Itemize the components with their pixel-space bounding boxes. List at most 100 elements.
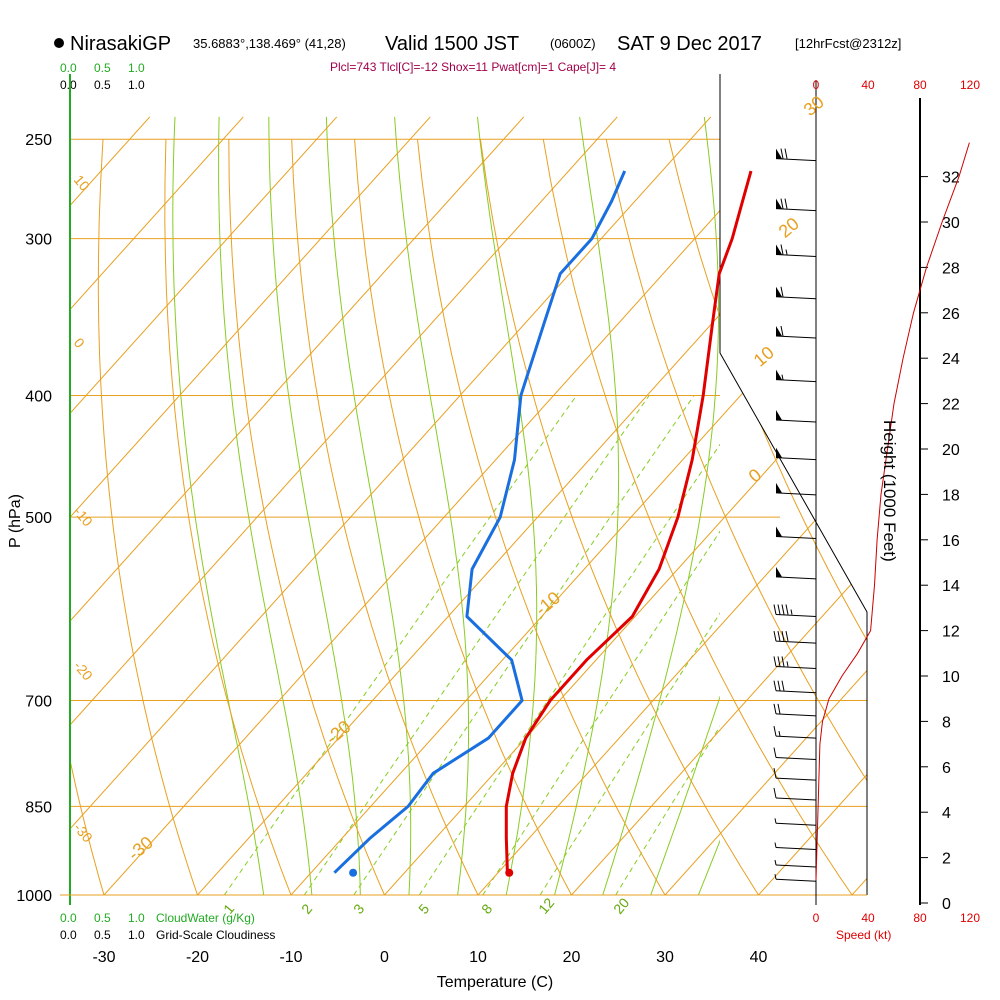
mixing-ratio-label: 20 [610, 895, 632, 917]
dry-adiabat-line [228, 139, 397, 895]
dry-adiabat-label: 0 [71, 335, 88, 351]
mixing-ratio-line [303, 395, 650, 895]
cloudwater-label: CloudWater (g/Kg) [156, 911, 255, 925]
dry-adiabat-label: -20 [71, 658, 96, 684]
mixing-ratio-line [539, 612, 720, 895]
isotherm-line [70, 116, 712, 895]
dry-adiabat-line [70, 139, 113, 895]
dry-adiabat-line [731, 139, 867, 895]
wind-barb [773, 604, 817, 617]
height-tick-label: 14 [942, 578, 960, 595]
wind-barb [775, 198, 817, 212]
mixing-ratio-label: 5 [415, 901, 432, 917]
svg-text:0.0: 0.0 [60, 61, 77, 75]
mixing-ratio-label: 12 [535, 895, 557, 917]
dry-adiabat-line [479, 139, 777, 895]
moist-adiabat-line [697, 839, 720, 895]
dry-adiabats [70, 139, 1000, 921]
forecast-info: [12hrFcst@2312z] [795, 36, 901, 51]
mixing-ratio-label: 3 [350, 901, 367, 917]
isotherm-line [70, 116, 618, 895]
moist-adiabat-line [172, 116, 265, 895]
svg-text:1.0: 1.0 [128, 61, 145, 75]
dry-adiabat-line [417, 139, 682, 895]
svg-text:0.5: 0.5 [94, 911, 111, 925]
height-tick-label: 0 [942, 896, 951, 913]
surface-temperature-marker [505, 868, 514, 877]
wind-barb [773, 768, 817, 781]
wind-barb [775, 410, 817, 423]
cloudwater-scale-bottom: 0.0 0.5 1.0 CloudWater (g/Kg) [60, 911, 255, 925]
speed-ticks-top: 0 40 80 120 [813, 78, 981, 92]
moist-adiabat-line [325, 116, 412, 895]
svg-text:40: 40 [861, 78, 875, 92]
cloudwater-scale-top: 0.0 0.5 1.0 [60, 61, 145, 75]
isotherm-line [266, 116, 867, 895]
svg-text:1.0: 1.0 [128, 78, 145, 92]
wind-barb [775, 526, 817, 539]
svg-text:0.5: 0.5 [94, 78, 111, 92]
isotherm-line [70, 116, 525, 895]
height-tick-label: 18 [942, 487, 960, 504]
temperature-tick-labels: -30 -20 -10 0 10 20 30 40 [92, 949, 767, 966]
height-tick-label: 16 [942, 533, 960, 550]
isotherm-label: 30 [800, 92, 828, 120]
pressure-tick-label: 850 [25, 799, 52, 816]
valid-date: SAT 9 Dec 2017 [617, 33, 762, 55]
pressure-tick-label: 250 [25, 132, 52, 149]
dry-adiabat-label: -10 [71, 504, 96, 530]
temperature-tick-label: 30 [656, 949, 674, 966]
height-tick-label: 24 [942, 351, 960, 368]
surface-dewpoint-marker [349, 868, 358, 877]
dry-adiabat-line [857, 139, 867, 895]
moist-adiabat-line [218, 116, 313, 895]
isotherm-label: 20 [775, 213, 803, 241]
wind-barb [773, 680, 817, 694]
isotherm-line [70, 116, 244, 895]
mixing-ratio-label: 2 [298, 901, 315, 917]
dry-adiabat-label: 10 [71, 172, 93, 194]
svg-text:0.5: 0.5 [94, 928, 111, 942]
wind-barb [773, 631, 817, 644]
svg-text:80: 80 [913, 911, 927, 925]
height-tick-label: 8 [942, 714, 951, 731]
dry-adiabat-line [354, 139, 587, 895]
svg-text:1.0: 1.0 [128, 911, 145, 925]
valid-utc: (0600Z) [550, 36, 596, 51]
svg-text:0.0: 0.0 [60, 911, 77, 925]
isotherm-line [79, 116, 805, 895]
wind-barb [775, 447, 817, 461]
isobars [70, 138, 867, 896]
svg-text:40: 40 [861, 911, 875, 925]
svg-text:0: 0 [813, 911, 820, 925]
isotherm-label: 10 [750, 342, 778, 370]
wind-barb [775, 286, 817, 300]
moist-adiabat-line [268, 116, 361, 895]
isotherm-label: -30 [124, 832, 157, 864]
mixing-ratio-line [223, 395, 578, 895]
temperature-tick-label: -20 [186, 949, 209, 966]
cloudiness-scale-bottom: 0.0 0.5 1.0 Grid-Scale Cloudiness [60, 928, 275, 942]
height-tick-label: 30 [942, 215, 960, 232]
dry-adiabat-line [97, 139, 208, 895]
wind-barb [773, 703, 817, 717]
y-axis-label: P (hPa) [7, 494, 24, 548]
dry-adiabat-line [291, 139, 492, 895]
moist-adiabat-line [394, 116, 470, 895]
height-tick-label: 28 [942, 260, 960, 277]
height-tick-label: 12 [942, 624, 960, 641]
height-tick-label: 26 [942, 306, 960, 323]
isotherm-line [70, 116, 431, 895]
height-tick-label: 4 [942, 805, 951, 822]
dry-adiabat-line [984, 139, 1000, 921]
valid-time: Valid 1500 JST [385, 33, 519, 55]
wind-barb [773, 787, 817, 801]
wind-speed-profile [815, 142, 970, 881]
moist-adiabat-line [602, 116, 719, 895]
mixing-ratio-line [615, 725, 720, 895]
pressure-tick-label: 300 [25, 232, 52, 249]
speed-ticks-bottom: 0 40 80 120 [813, 911, 981, 925]
isotherm-line [827, 116, 867, 895]
isotherm-label: -20 [322, 716, 355, 748]
temperature-tick-label: 10 [469, 949, 487, 966]
